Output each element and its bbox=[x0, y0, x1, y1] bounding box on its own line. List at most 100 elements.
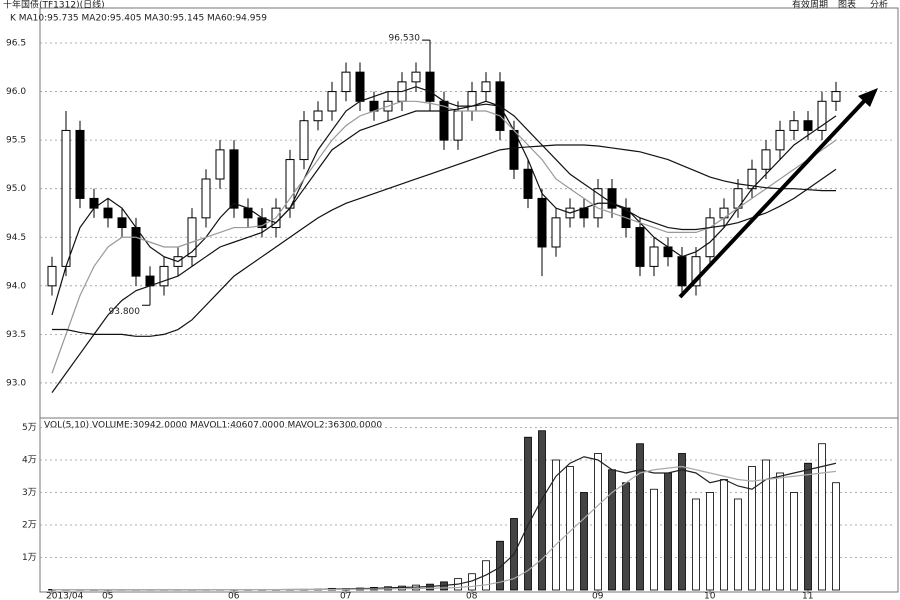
y-tick-label: 96.5 bbox=[6, 39, 26, 49]
candle-body bbox=[103, 207, 113, 219]
volume-bar bbox=[706, 492, 714, 591]
toolbar-button[interactable]: 分析 bbox=[870, 0, 888, 11]
candle-body bbox=[299, 120, 309, 161]
candle-body bbox=[831, 91, 841, 102]
ma-line bbox=[51, 86, 837, 316]
candle-body bbox=[453, 110, 463, 141]
candle-body bbox=[313, 110, 323, 122]
x-tick-label: 09 bbox=[592, 592, 604, 600]
y-tick-label: 94.0 bbox=[6, 281, 26, 291]
candle-body bbox=[635, 227, 645, 267]
y-tick-label: 94.5 bbox=[6, 233, 26, 243]
candle-body bbox=[61, 129, 71, 267]
candle-body bbox=[229, 149, 239, 209]
candle-body bbox=[411, 71, 421, 83]
volume-text: VOL(5,10) VOLUME:30942.0000 MAVOL1:40607… bbox=[44, 421, 382, 431]
x-tick-label: 07 bbox=[340, 592, 351, 600]
toolbar-button[interactable]: 图表 bbox=[838, 0, 856, 11]
volume-bar bbox=[566, 466, 574, 591]
candle-body bbox=[649, 246, 659, 267]
candle-body bbox=[341, 71, 351, 93]
y-tick-label: 93.5 bbox=[6, 330, 26, 340]
annotation-label: 96.530 bbox=[389, 34, 421, 44]
volume-tick-label: 1万 bbox=[22, 553, 37, 563]
volume-bar bbox=[594, 453, 602, 591]
candle-body bbox=[523, 168, 533, 199]
candle-body bbox=[159, 265, 169, 287]
candle-body bbox=[775, 129, 785, 151]
mavol-line bbox=[52, 465, 837, 591]
volume-bar bbox=[832, 482, 840, 591]
volume-bar bbox=[538, 430, 546, 591]
candle-body bbox=[481, 81, 491, 93]
ma-line bbox=[51, 103, 837, 394]
candle-body bbox=[327, 91, 337, 112]
trend-arrow bbox=[678, 95, 870, 299]
candle-body bbox=[131, 227, 141, 277]
ma-line bbox=[51, 100, 837, 374]
volume-bar bbox=[580, 492, 588, 591]
indicator-text: K MA10:95.735 MA20:95.405 MA30:95.145 MA… bbox=[10, 14, 267, 24]
candle-body bbox=[201, 178, 211, 219]
candle-body bbox=[789, 120, 799, 131]
toolbar-button[interactable]: 有效周期 bbox=[792, 0, 828, 11]
candle-body bbox=[215, 149, 225, 180]
candle-body bbox=[355, 71, 365, 102]
y-tick-label: 93.0 bbox=[6, 378, 26, 388]
x-tick-label: 08 bbox=[466, 592, 478, 600]
candle-body bbox=[467, 91, 477, 112]
x-tick-label: 06 bbox=[228, 592, 240, 600]
volume-tick-label: 2万 bbox=[22, 520, 37, 530]
volume-bar bbox=[734, 498, 742, 591]
candle-body bbox=[761, 149, 771, 170]
candle-body bbox=[75, 129, 85, 199]
chart-title: 十年国债(TF1312)(日线) bbox=[3, 0, 105, 11]
candle-body bbox=[705, 217, 715, 258]
x-tick-label: 05 bbox=[102, 592, 113, 600]
x-tick-label: 11 bbox=[802, 592, 813, 600]
ma-line bbox=[52, 144, 836, 337]
candle-body bbox=[47, 265, 57, 287]
annotation-label: 93.800 bbox=[109, 307, 141, 317]
volume-bar bbox=[804, 462, 812, 591]
volume-bar bbox=[622, 482, 630, 591]
volume-tick-label: 3万 bbox=[22, 488, 37, 498]
y-tick-label: 96.0 bbox=[6, 87, 26, 97]
volume-bar bbox=[776, 472, 784, 591]
trend-arrow-head bbox=[858, 88, 878, 107]
volume-bar bbox=[762, 459, 770, 591]
candle-body bbox=[117, 217, 127, 229]
volume-bar bbox=[678, 453, 686, 591]
volume-bar bbox=[524, 436, 532, 591]
y-tick-label: 95.5 bbox=[6, 136, 26, 146]
volume-tick-label: 4万 bbox=[22, 455, 37, 465]
candle-body bbox=[285, 159, 295, 209]
volume-bar bbox=[552, 459, 560, 591]
volume-bar bbox=[720, 479, 728, 591]
candle-body bbox=[691, 256, 701, 287]
volume-bar bbox=[818, 443, 826, 591]
volume-bar bbox=[636, 443, 644, 591]
candle-body bbox=[817, 100, 827, 131]
volume-bar bbox=[790, 492, 798, 591]
plot: 93.0 93.5 94.0 94.5 95.0 95.5 96.0 96.5 1万 2万 3万 4万… bbox=[6, 34, 895, 600]
volume-bar bbox=[650, 488, 658, 591]
candle-body bbox=[607, 188, 617, 209]
volume-bar bbox=[664, 472, 672, 591]
candle-body bbox=[425, 71, 435, 102]
y-tick-label: 95.0 bbox=[6, 184, 26, 194]
x-tick-label: 2013/04 bbox=[46, 592, 84, 600]
volume-bar bbox=[692, 498, 700, 591]
x-tick-label: 10 bbox=[704, 592, 716, 600]
candle-body bbox=[537, 197, 547, 248]
toolbar: 有效周期 图表 分析 bbox=[792, 0, 888, 11]
candle-body bbox=[803, 120, 813, 131]
volume-tick-label: 5万 bbox=[22, 423, 37, 433]
volume-bar bbox=[748, 466, 756, 591]
volume-bar bbox=[608, 469, 616, 591]
volume-bar bbox=[496, 540, 504, 591]
candle-body bbox=[677, 256, 687, 287]
candle-body bbox=[551, 217, 561, 248]
candle-body bbox=[187, 217, 197, 258]
